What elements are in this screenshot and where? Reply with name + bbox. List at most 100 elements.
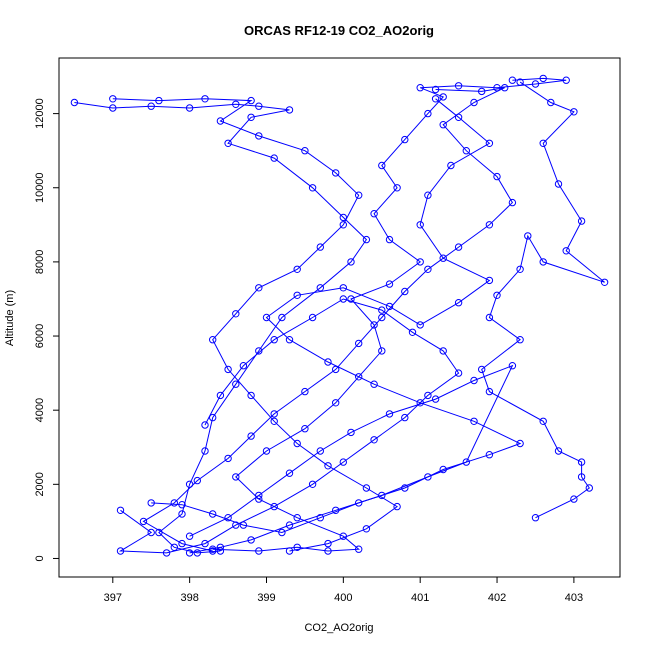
data-point [416,221,424,229]
data-point [216,117,225,125]
data-point [270,417,278,425]
data-point [116,547,125,555]
data-point [316,243,324,251]
data-point [116,506,125,514]
data-point [247,96,255,105]
data-point [493,291,501,299]
data-point [339,458,347,466]
data-point [339,213,347,222]
series-line-7 [112,98,399,552]
data-point [424,191,432,199]
data-point [516,336,524,344]
data-point [247,536,255,544]
data-point [362,484,371,492]
x-tick-label: 401 [411,592,429,604]
y-tick-label: 8000 [34,250,46,274]
data-point [585,484,593,492]
data-point [224,365,232,374]
data-point [301,425,309,433]
data-point [209,413,217,422]
data-point [462,147,470,155]
x-tick-label: 399 [257,592,275,604]
data-point [570,495,578,503]
data-point [285,336,294,344]
data-point [355,373,363,381]
data-point [431,395,440,403]
data-point [278,528,286,537]
data-point [285,521,294,529]
data-point [224,514,232,522]
data-point [355,545,363,553]
data-point [162,549,171,557]
data-point [554,447,563,455]
data-point [547,98,555,107]
data-point [370,380,378,388]
data-point [232,473,240,481]
data-point [255,132,263,140]
data-point [485,451,494,459]
data-point [255,102,263,110]
data-point [316,447,324,455]
data-point [270,502,278,511]
data-point [478,365,486,374]
data-point [577,473,586,481]
data-point [109,95,117,103]
data-point [193,476,202,485]
data-point [516,78,524,86]
data-point [308,480,317,488]
data-point [431,85,440,94]
data-point [539,258,547,266]
data-point [462,458,470,466]
data-point [170,543,179,551]
data-point [485,276,494,285]
data-point [332,365,340,374]
data-point [378,161,386,170]
data-point [147,528,155,537]
data-point [347,295,355,303]
data-point [470,417,478,425]
y-tick-label: 4000 [34,398,46,422]
data-point [247,391,255,400]
data-point [600,278,609,286]
data-point [577,217,586,225]
data-point [577,458,586,466]
data-point [408,328,417,336]
y-tick-label: 6000 [34,324,46,348]
data-point [508,198,517,207]
x-tick-label: 397 [104,592,122,604]
data-point [209,336,217,344]
data-point [516,439,524,448]
data-point [209,510,217,518]
data-point [270,410,278,418]
data-point [378,347,386,355]
data-point [147,499,155,507]
data-point [531,80,540,88]
data-point [493,172,501,181]
data-point [508,362,517,370]
data-point [470,376,478,385]
data-point [139,517,148,526]
data-point [424,473,432,481]
data-point [355,191,363,199]
data-point [308,184,317,192]
data-point [278,313,286,322]
series-line-2 [212,77,567,552]
data-point [539,139,547,148]
data-point [362,525,371,533]
data-point [539,417,547,425]
data-point [316,514,324,522]
data-point [178,510,186,518]
data-point [247,432,255,440]
data-point [185,532,194,540]
data-point [324,462,332,470]
data-point [209,547,217,555]
data-point [178,539,186,548]
data-point [293,439,301,448]
data-point [293,543,301,551]
data-point [378,306,386,314]
data-point [232,310,240,318]
data-point [339,221,347,229]
data-point [147,102,155,110]
data-point [416,258,424,266]
data-point [554,180,563,188]
